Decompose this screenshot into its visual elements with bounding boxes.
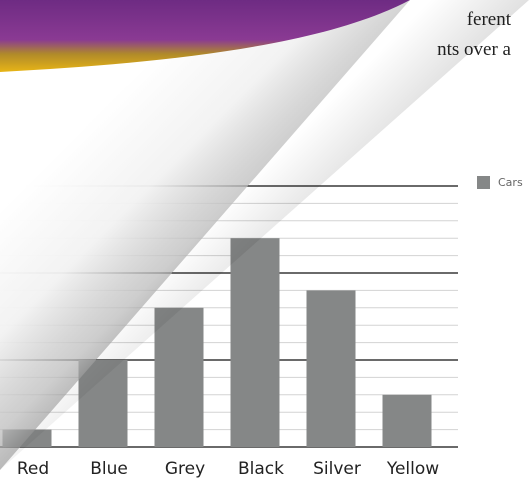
intro-text-line-2: nts over a bbox=[437, 39, 511, 60]
bar-grey[interactable] bbox=[154, 307, 204, 447]
x-tick-label: Silver bbox=[313, 459, 361, 478]
x-tick-label: Red bbox=[17, 459, 49, 478]
x-tick-label: Yellow bbox=[386, 459, 439, 478]
x-tick-label: Grey bbox=[165, 459, 205, 478]
bar-blue[interactable] bbox=[78, 360, 128, 447]
chart-legend: Cars bbox=[477, 176, 523, 189]
bar-red[interactable] bbox=[2, 429, 52, 447]
x-tick-label: Blue bbox=[90, 459, 128, 478]
legend-label-cars: Cars bbox=[498, 176, 523, 189]
bar-silver[interactable] bbox=[306, 290, 356, 447]
intro-text-line-1: ferent bbox=[466, 9, 511, 30]
bar-yellow[interactable] bbox=[382, 394, 432, 447]
legend-swatch-cars bbox=[477, 176, 490, 189]
bar-black[interactable] bbox=[230, 238, 280, 447]
x-tick-label: Black bbox=[238, 459, 284, 478]
